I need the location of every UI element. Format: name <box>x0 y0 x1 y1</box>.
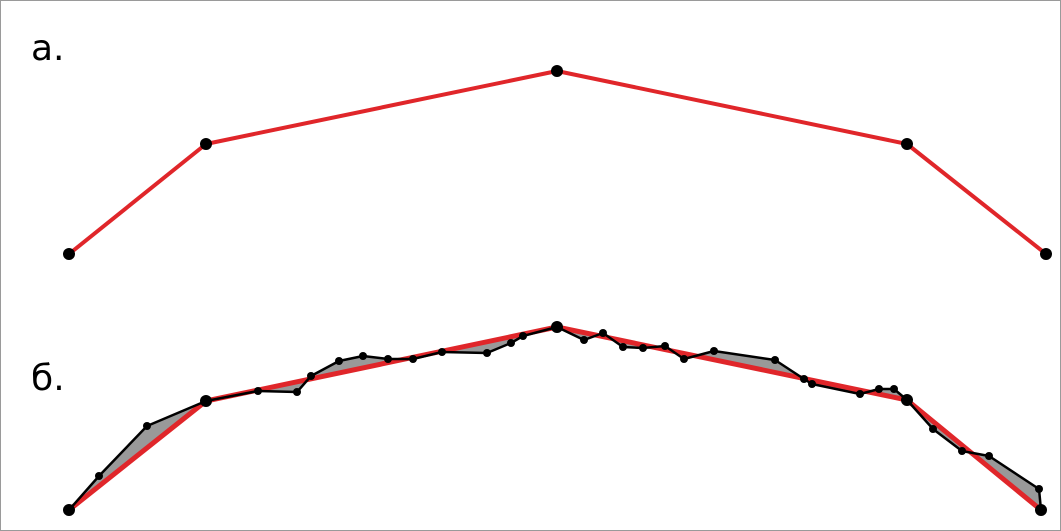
panel-b-small-vertex <box>958 447 966 455</box>
panel-b-small-vertex <box>808 380 816 388</box>
panel-b-key-vertex <box>200 395 212 407</box>
panel-a-simplified-line <box>67 69 1048 256</box>
panel-a-vertex <box>551 65 563 77</box>
panel-b-small-vertex <box>359 352 367 360</box>
panel-a-vertex <box>63 248 75 260</box>
panel-b-small-vertex <box>771 356 779 364</box>
panel-b-small-vertex <box>599 329 607 337</box>
panel-b-small-vertex <box>143 422 151 430</box>
panel-a-vertex <box>1040 248 1052 260</box>
panel-b-small-vertex <box>335 357 343 365</box>
panel-b-small-vertex <box>661 342 669 350</box>
panel-b-small-vertex <box>307 372 315 380</box>
panel-b-small-vertex <box>507 339 515 347</box>
panel-b-small-vertex <box>95 472 103 480</box>
panel-a-vertex <box>901 138 913 150</box>
panel-b-small-vertex <box>639 344 647 352</box>
panel-b-small-vertex <box>438 348 446 356</box>
panel-b-small-vertex <box>580 336 588 344</box>
panel-b-small-vertex <box>254 387 262 395</box>
panel-b-small-vertex <box>890 385 898 393</box>
panel-b-small-vertex <box>619 343 627 351</box>
panel-b-small-vertex <box>483 349 491 357</box>
panel-a-polyline-group <box>63 65 1052 260</box>
panel-b-key-vertex <box>63 504 75 516</box>
panel-b-key-vertex <box>551 321 563 333</box>
panel-a-label: а. <box>31 28 65 69</box>
panel-b-small-vertex <box>384 355 392 363</box>
panel-b-small-vertex <box>680 355 688 363</box>
panel-b-key-vertex <box>1035 504 1047 516</box>
panel-b-small-vertex <box>875 385 883 393</box>
panel-b-key-vertex <box>901 394 913 406</box>
panel-b-simplified-line <box>67 324 1043 512</box>
panel-b-small-vertex <box>710 347 718 355</box>
panel-b-key-vertices <box>63 321 1047 516</box>
panel-b-small-vertex <box>800 375 808 383</box>
panel-b-small-vertex <box>409 355 417 363</box>
panel-b-small-vertex <box>519 332 527 340</box>
panel-b-detailed-line <box>68 325 1043 511</box>
panel-b-small-vertex <box>856 390 864 398</box>
panel-b-small-vertex <box>985 452 993 460</box>
panel-b-small-vertex <box>1035 485 1043 493</box>
panel-b-small-vertices <box>95 329 1043 493</box>
panel-b-small-vertex <box>929 425 937 433</box>
panel-b-deviation-areas <box>69 327 1041 510</box>
panel-a-vertex <box>200 138 212 150</box>
panel-b-label: б. <box>31 358 65 399</box>
panel-b-small-vertex <box>293 388 301 396</box>
